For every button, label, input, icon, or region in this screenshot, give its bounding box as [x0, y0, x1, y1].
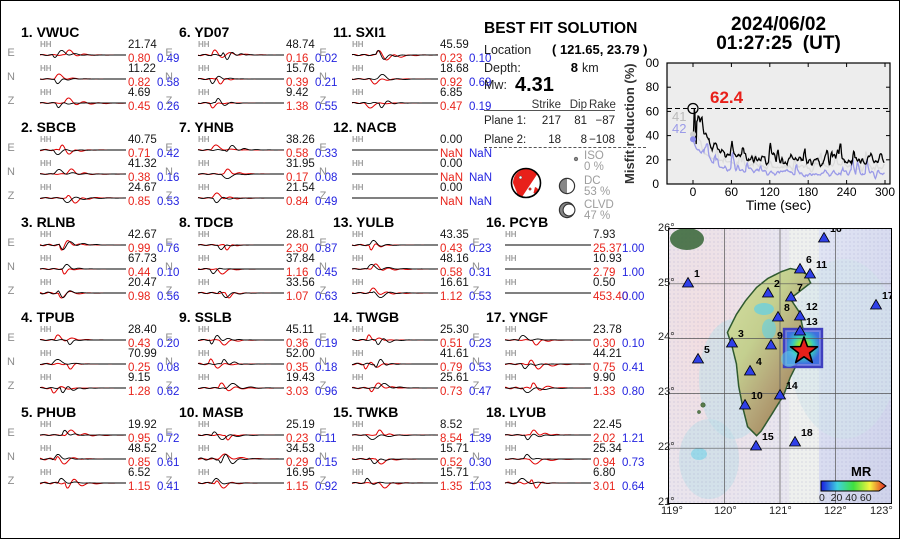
- svg-text:0: 0: [652, 177, 659, 191]
- svg-text:60: 60: [646, 104, 660, 118]
- svg-text:80: 80: [646, 80, 660, 94]
- svg-text:20: 20: [646, 153, 660, 167]
- svg-text:40: 40: [646, 129, 660, 143]
- svg-text:00: 00: [646, 56, 660, 70]
